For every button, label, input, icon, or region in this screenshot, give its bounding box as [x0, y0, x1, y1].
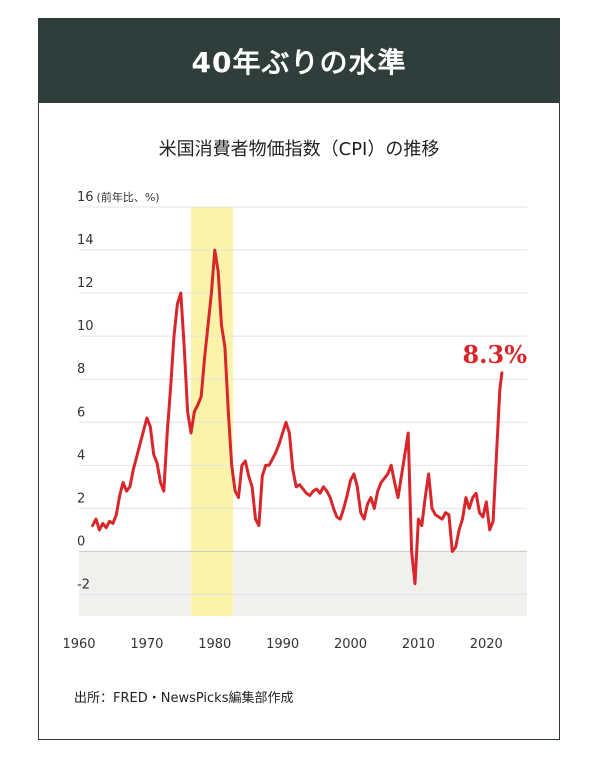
y-tick-label: 6 [77, 405, 85, 420]
x-tick-label: 2010 [402, 637, 435, 652]
negative-zone [79, 551, 527, 616]
y-tick-label: 4 [77, 448, 85, 463]
y-tick-label: 10 [77, 319, 94, 334]
y-tick-label: 2 [77, 491, 85, 506]
x-tick-label: 1960 [62, 637, 95, 652]
source-note: 出所：FRED・NewsPicks編集部作成 [74, 691, 294, 706]
y-tick-label: -2 [77, 577, 90, 592]
chart-title: 米国消費者物価指数（CPI）の推移 [158, 139, 440, 160]
y-tick-label: 16 (前年比、%) [77, 190, 160, 205]
latest-value-label: 8.3% [462, 340, 527, 369]
cpi-series-line [91, 248, 504, 586]
chart-card: 40年ぶりの水準 米国消費者物価指数（CPI）の推移 16 (前年比、%) 14 12… [38, 18, 560, 740]
y-tick-label: 14 [77, 233, 94, 248]
y-axis-unit: (前年比、%) [97, 190, 160, 204]
x-tick-label: 1980 [198, 637, 231, 652]
header-title: 40年ぶりの水準 [191, 46, 407, 79]
line-chart: 16 (前年比、%) 14 12 10 8 6 4 2 0 -2 1960 1970 1980 1990 20… [62, 190, 527, 652]
x-tick-label: 1990 [266, 637, 299, 652]
y-tick-label: 0 [77, 534, 85, 549]
header-banner: 40年ぶりの水準 [39, 19, 559, 103]
y-tick-label: 12 [77, 276, 94, 291]
x-tick-label: 2000 [334, 637, 367, 652]
y-tick-label: 8 [77, 362, 85, 377]
x-tick-label: 2020 [470, 637, 503, 652]
x-tick-label: 1970 [130, 637, 163, 652]
